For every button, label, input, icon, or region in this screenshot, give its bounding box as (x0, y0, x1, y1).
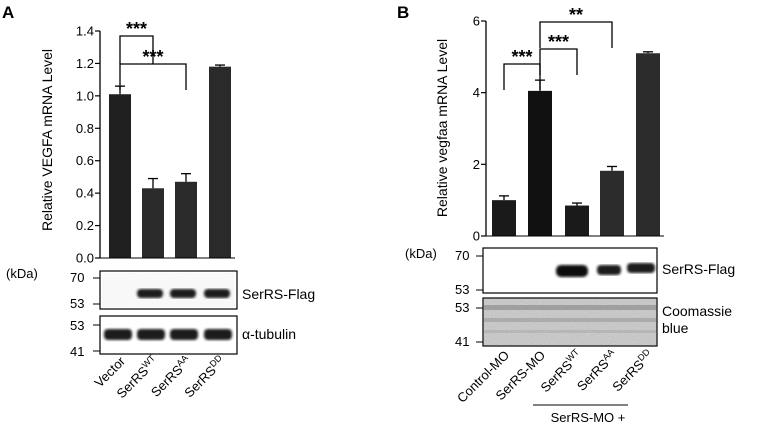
bar (175, 181, 197, 258)
y-tick-label: 1.0 (76, 88, 94, 103)
panel-a-blot-tubulin: 53 41 α-tubulin (70, 315, 296, 359)
band-a-tub-4 (204, 329, 232, 340)
band-a-flag-3 (170, 289, 196, 298)
panel-a-blot2-label: α-tubulin (242, 326, 296, 342)
y-tick-label: 0.6 (76, 153, 94, 168)
band-a-flag-2 (137, 289, 163, 298)
panel-b-blot-serrs-flag: 70 53 SerRS-Flag (455, 247, 735, 297)
bar (565, 205, 589, 236)
significance-label: *** (142, 47, 163, 67)
y-tick-label: 0.4 (76, 186, 94, 201)
significance-bracket (119, 35, 154, 64)
panel-a-letter: A (2, 3, 14, 22)
panel-b-blot1-marker-53: 53 (455, 282, 469, 297)
band-b-flag-5 (627, 263, 655, 273)
panel-b-blot2-marker-53: 53 (455, 300, 469, 315)
significance-bracket (119, 63, 187, 90)
panel-a-blot1-marker-70: 70 (70, 270, 84, 285)
panel-b-blot-coomassie: 53 41 Coomassie blue (455, 297, 732, 349)
significance-bracket (539, 48, 578, 75)
panel-a-blot2-marker-41: 41 (70, 344, 84, 359)
band-b-flag-3 (556, 265, 588, 277)
significance-label: ** (569, 5, 583, 25)
band-a-tub-2 (137, 329, 165, 340)
panel-a-blot1-label: SerRS-Flag (242, 286, 315, 302)
bar (209, 66, 231, 259)
panel-b-blot2-marker-41: 41 (455, 334, 469, 349)
panel-b-blot1-marker-70: 70 (455, 248, 469, 263)
y-tick-label: 0.2 (76, 218, 94, 233)
y-tick-label: 0 (473, 229, 480, 244)
significance-label: *** (511, 47, 532, 67)
bar (636, 53, 660, 236)
y-tick-label: 0.0 (76, 251, 94, 266)
panel-a-kda-label: (kDa) (6, 266, 38, 281)
panel-b-group-label: SerRS-MO + (551, 410, 626, 425)
panel-b-kda-label: (kDa) (405, 246, 437, 261)
bar (142, 188, 164, 258)
band-a-flag-4 (204, 289, 230, 298)
significance-label: *** (548, 32, 569, 52)
bar (109, 94, 131, 258)
band-b-flag-4 (597, 265, 621, 275)
panel-b-letter: B (397, 3, 409, 22)
significance-bracket (503, 63, 541, 90)
panel-a-chart: 0.0 0.2 0.4 0.6 0.8 1.0 1.2 1.4 *** *** (76, 19, 235, 266)
y-tick-label: 2 (473, 157, 480, 172)
y-tick-label: 4 (473, 85, 480, 100)
panel-a-blot-serrs-flag: 70 53 SerRS-Flag (70, 270, 315, 311)
panel-a-blot1-marker-53: 53 (70, 296, 84, 311)
y-tick-label: 1.4 (76, 24, 94, 39)
category-label: SerRSDD (609, 346, 657, 394)
panel-b-ylabel: Relative vegfaa mRNA Level (434, 39, 450, 217)
panel-a-ylabel: Relative VEGFA mRNA Level (39, 49, 55, 231)
bar (600, 170, 624, 236)
panel-a-blot2-marker-53: 53 (70, 318, 84, 333)
band-a-tub-1 (104, 329, 132, 340)
significance-bracket (539, 21, 613, 48)
band-a-tub-3 (170, 329, 198, 340)
significance-label: *** (126, 19, 147, 39)
panel-b-blot1-label: SerRS-Flag (662, 261, 735, 277)
panel-b-blot2-label: Coomassie (662, 303, 732, 319)
y-tick-label: 6 (473, 14, 480, 29)
y-tick-label: 1.2 (76, 56, 94, 71)
panel-b-blot2-label-2: blue (662, 320, 689, 336)
y-tick-label: 0.8 (76, 121, 94, 136)
bar (492, 200, 516, 236)
panel-a: 0.0 0.2 0.4 0.6 0.8 1.0 1.2 1.4 *** *** Relative … (6, 19, 315, 401)
bar (528, 90, 552, 236)
